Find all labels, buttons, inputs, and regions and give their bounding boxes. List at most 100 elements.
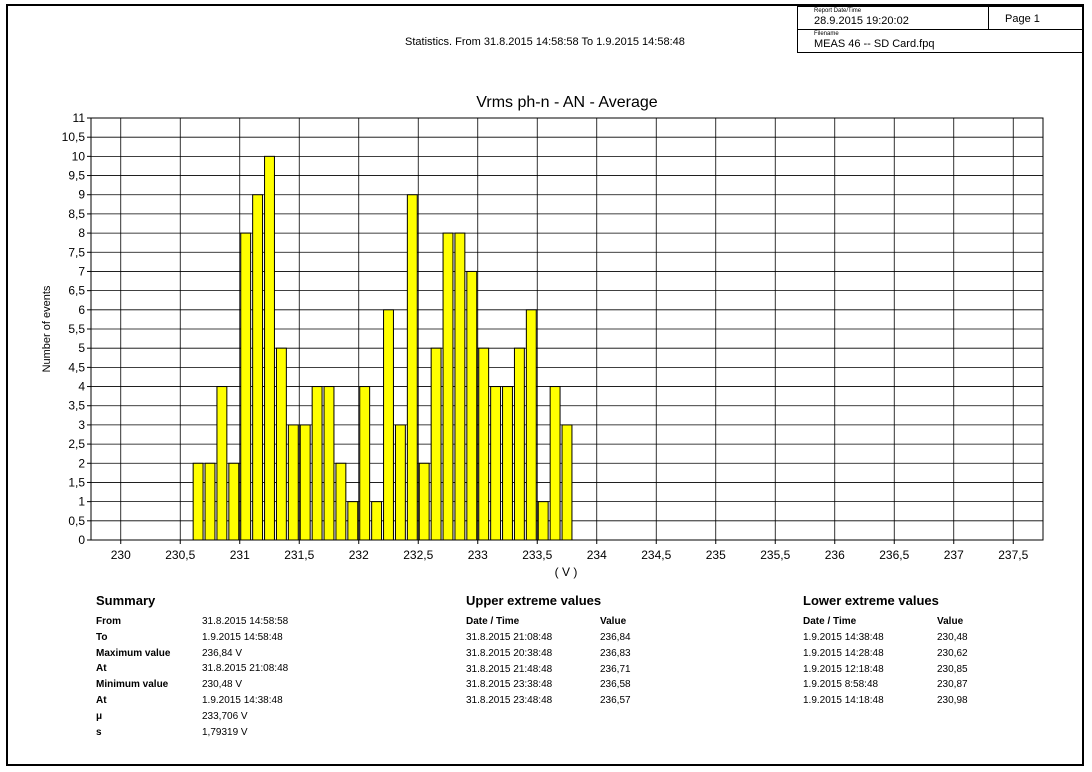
histogram-bar [490,386,502,541]
extreme-value: 236,71 [600,663,631,675]
y-tick-label: 3,5 [68,399,85,413]
histogram-bar [406,194,418,541]
lower-extremes-title: Lower extreme values [803,593,939,608]
histogram-bar [525,309,537,541]
x-tick-label: 237,5 [998,548,1028,562]
histogram-bar [442,232,454,541]
extreme-value: 236,58 [600,679,631,691]
histogram-bar [264,155,275,541]
summary-value: 1.9.2015 14:58:48 [202,631,283,643]
extreme-datetime: 1.9.2015 8:58:48 [803,679,879,691]
extreme-datetime: 1.9.2015 12:18:48 [803,663,884,675]
filename-box: Filename MEAS 46 -- SD Card.fpq [797,29,1083,53]
x-tick-label: 237 [944,548,964,562]
extreme-value: 230,48 [937,632,968,643]
summary-title: Summary [96,593,156,608]
extreme-value: 236,84 [600,632,631,643]
extreme-datetime: 1.9.2015 14:38:48 [803,632,884,643]
y-axis-label: Number of events [41,285,53,372]
histogram-bar [311,386,323,541]
summary-label: At [96,663,107,675]
y-tick-label: 4,5 [68,360,85,374]
y-tick-label: 4 [78,380,85,394]
histogram-bar [275,347,287,541]
histogram-bar [287,424,299,541]
histogram-bar [216,386,228,541]
y-tick-label: 7 [78,264,85,278]
histogram-bar [478,347,490,541]
histogram-bar [430,347,442,541]
y-tick-label: 8 [78,226,85,240]
histogram-bar [228,462,240,541]
x-tick-label: 234,5 [641,548,671,562]
histogram-bar [240,232,252,541]
x-tick-label: 235 [706,548,726,562]
extreme-datetime: 1.9.2015 14:28:48 [803,647,884,659]
summary-label: Minimum value [96,679,169,691]
extreme-datetime: 31.8.2015 21:08:48 [466,632,553,643]
y-tick-label: 1,5 [68,475,85,489]
x-tick-label: 230 [111,548,131,562]
histogram-bar [347,501,359,541]
histogram-bar [549,386,561,541]
summary-label: s [96,726,102,738]
histogram-bar [371,501,383,541]
extreme-datetime: 1.9.2015 14:18:48 [803,695,884,707]
summary-value: 236,84 V [202,647,243,659]
y-tick-label: 10 [72,149,86,163]
y-tick-label: 2,5 [68,437,85,451]
y-tick-label: 7,5 [68,245,85,259]
x-tick-label: 231 [230,548,250,562]
histogram-bar [323,386,335,541]
x-tick-label: 231,5 [284,548,314,562]
histogram-bar [418,462,430,541]
x-tick-label: 236,5 [879,548,909,562]
histogram-bar [394,424,406,541]
histogram-bar [454,232,466,541]
upper-extremes-title: Upper extreme values [466,593,602,608]
x-axis-label: ( V ) [555,565,578,579]
y-tick-label: 2 [78,456,85,470]
summary-value: 230,48 V [202,679,243,691]
report-datetime-label: Report Date/Time [814,8,862,14]
y-tick-label: 6 [78,303,85,317]
y-tick-label: 10,5 [62,130,86,144]
extreme-value: 236,57 [600,695,631,707]
summary-value: 31.8.2015 21:08:48 [202,663,289,675]
summary-value: 1.9.2015 14:38:48 [202,695,283,706]
summary-value: 31.8.2015 14:58:58 [202,616,289,627]
x-tick-label: 232 [349,548,369,562]
x-tick-label: 232,5 [403,548,433,562]
extreme-datetime: 31.8.2015 23:38:48 [466,679,553,691]
extreme-value: 236,83 [600,647,631,659]
extreme-datetime: 31.8.2015 21:48:48 [466,663,553,675]
y-tick-label: 8,5 [68,207,85,221]
y-tick-label: 5 [78,341,85,355]
x-tick-label: 234 [587,548,607,562]
x-tick-label: 233 [468,548,488,562]
lower-col-value: Value [937,616,964,627]
upper-col-value: Value [600,616,627,627]
summary-label: Maximum value [96,647,171,659]
histogram-bar [561,424,573,541]
histogram-bar [513,347,525,541]
lower-col-datetime: Date / Time [803,616,857,627]
x-tick-label: 230,5 [165,548,195,562]
histogram-bar [192,462,204,541]
histogram-bar [359,386,371,541]
page-box: Page 1 [988,6,1083,30]
report-datetime-value: 28.9.2015 19:20:02 [814,15,909,27]
summary-label: From [96,616,121,627]
extreme-datetime: 31.8.2015 23:48:48 [466,695,553,707]
y-tick-label: 11 [73,111,86,125]
histogram-bar [502,386,513,541]
summary-label: μ [96,710,103,722]
summary-label: To [96,631,108,643]
y-tick-label: 9 [78,188,85,202]
x-tick-label: 235,5 [760,548,790,562]
histogram-bar [252,194,264,541]
histogram-bar [537,501,549,541]
histogram-bar [204,462,216,541]
summary-value: 1,79319 V [202,726,248,738]
y-tick-label: 1 [78,495,85,509]
